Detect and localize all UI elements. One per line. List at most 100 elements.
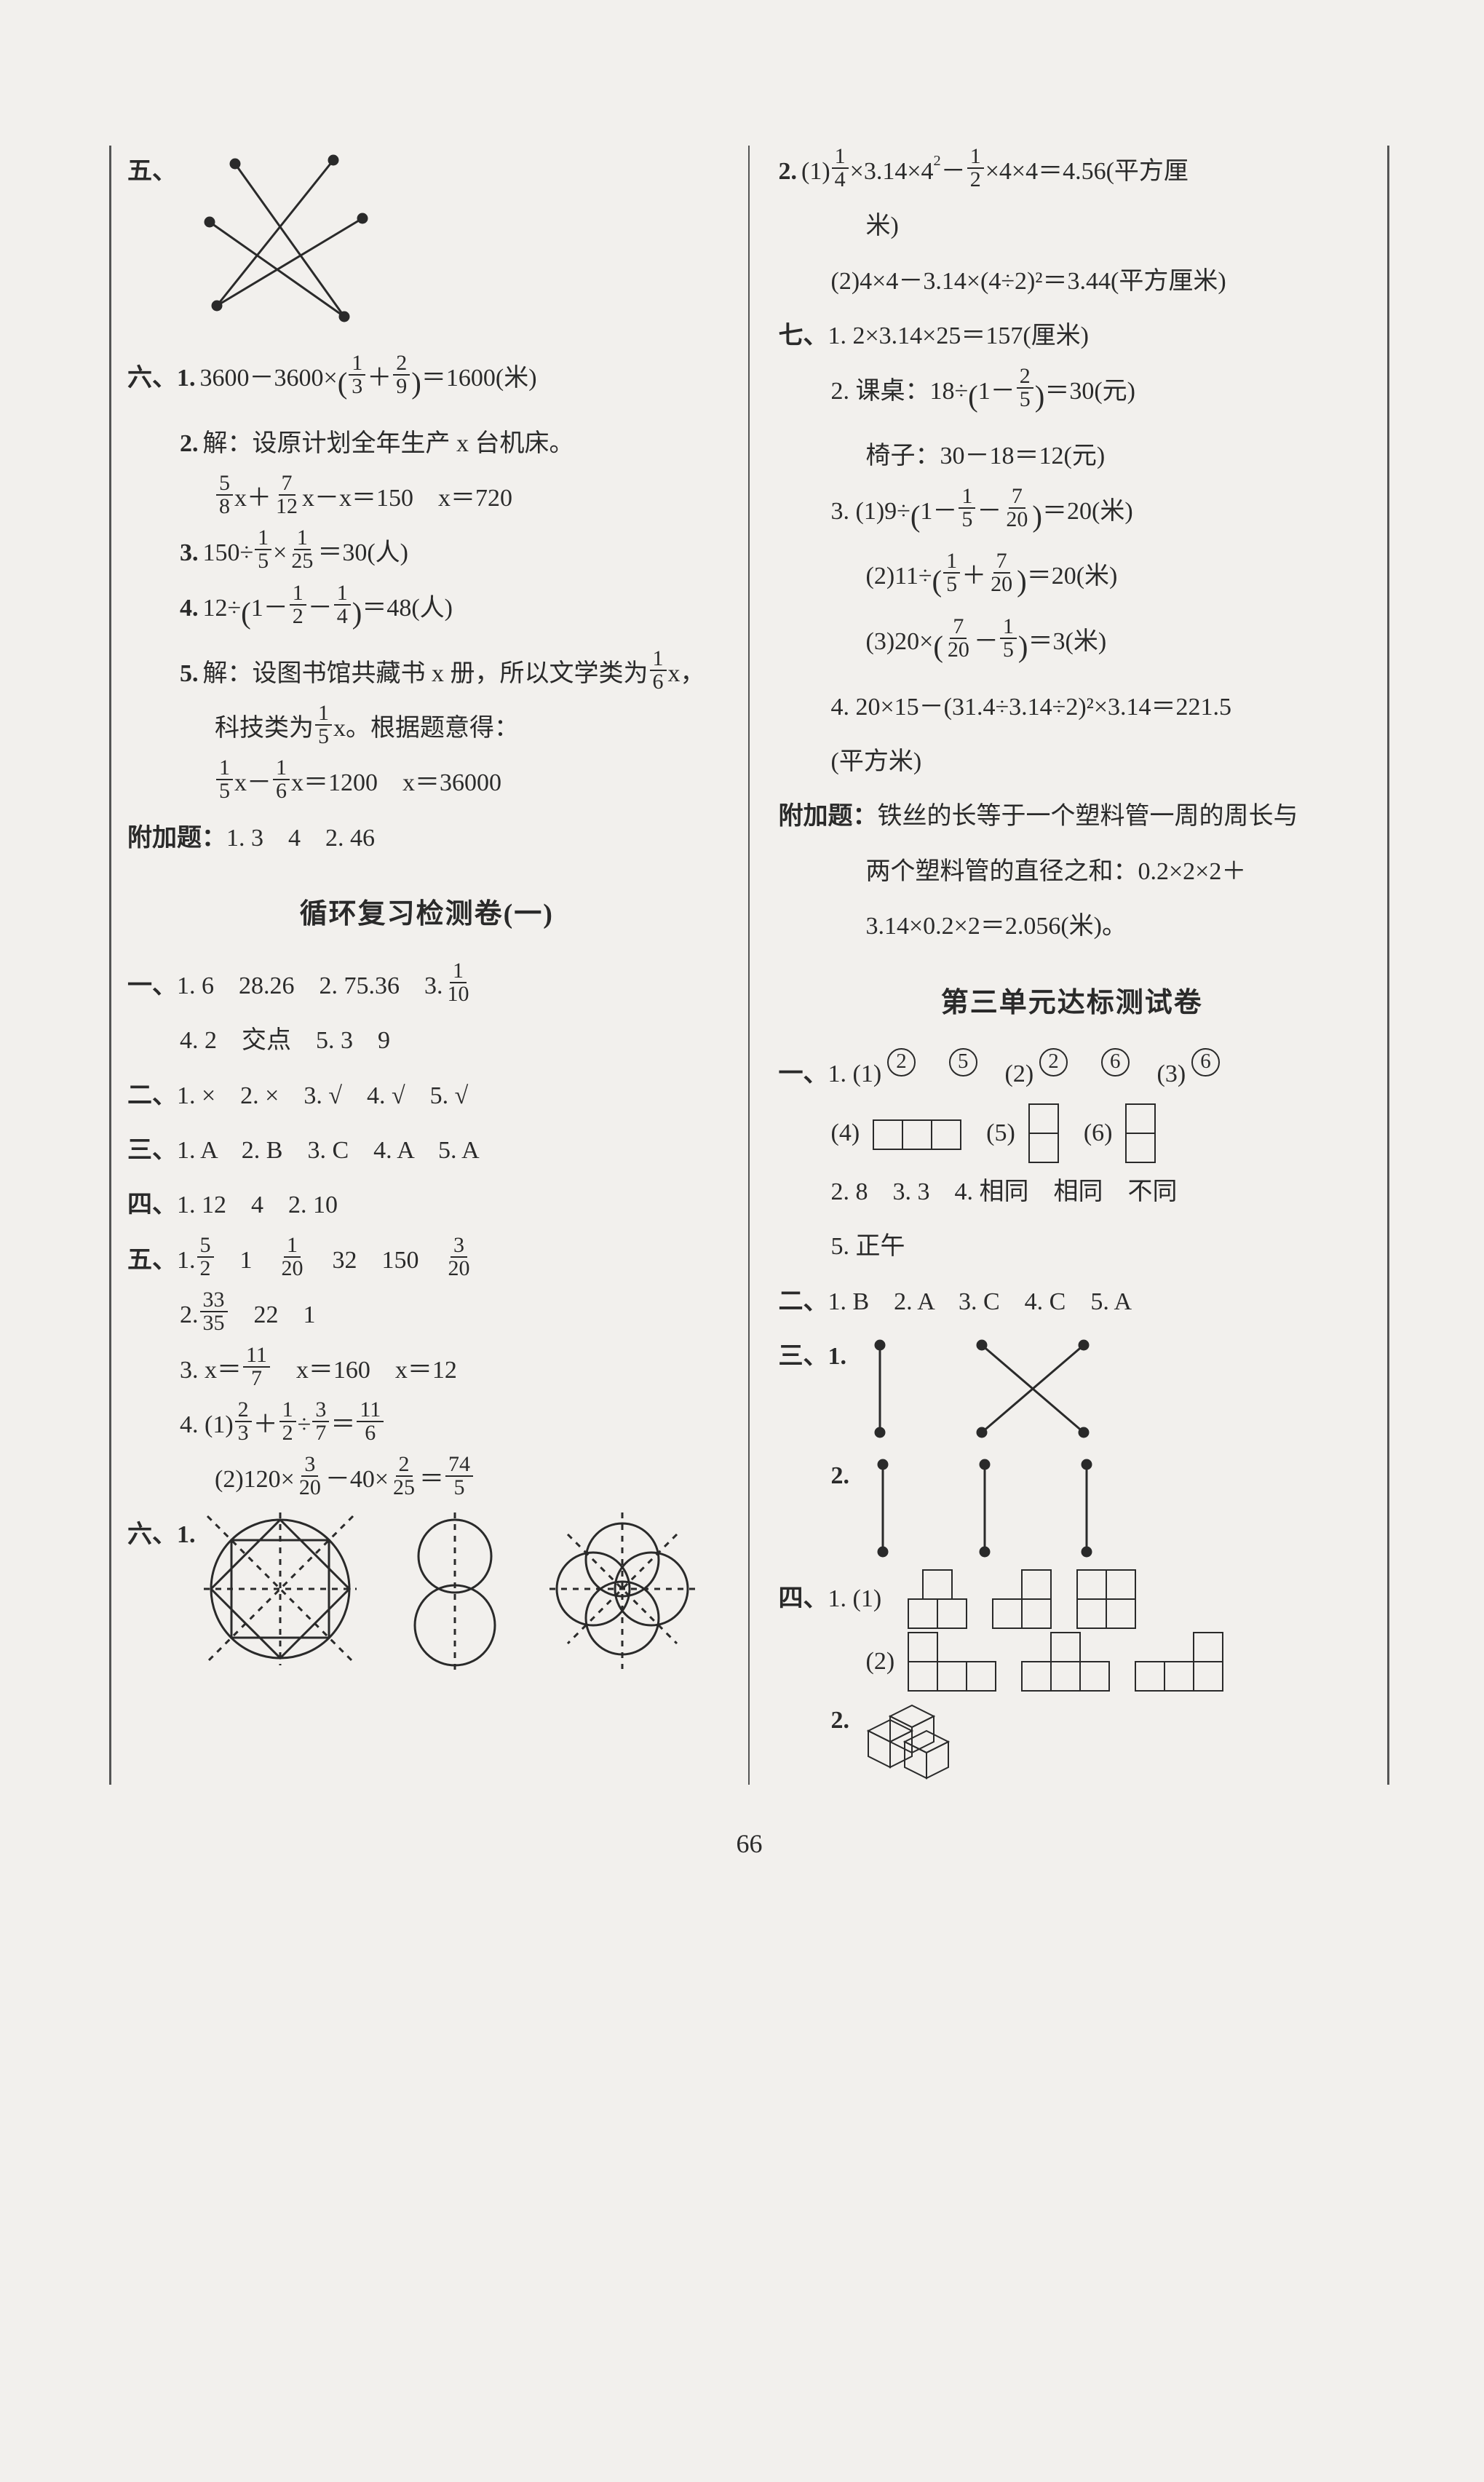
q-number: 1.	[177, 1509, 196, 1561]
c-sec4-1b: (2)	[779, 1632, 1366, 1692]
sec6-q1: 六、 1. 3600－3600× ( 13 ＋ 29 ) ＝1600(米)	[127, 352, 726, 415]
text: 1. (1)	[828, 1048, 882, 1100]
frac: 58	[216, 472, 233, 518]
q-number: 2.	[779, 146, 798, 197]
frac: 720	[988, 550, 1015, 595]
q-number: 2.	[831, 1450, 850, 1502]
extra-label: 附加题：	[779, 790, 878, 842]
rparen: )	[1035, 365, 1045, 428]
sec-label: 三、	[779, 1331, 828, 1382]
text: 米)	[866, 200, 899, 252]
q-number: 3.	[180, 527, 199, 579]
sec7-q4: 4. 20×15－(31.4÷3.14÷2)²×3.14＝221.5	[779, 681, 1366, 733]
text: 1－	[251, 582, 288, 634]
b-sec1-l1: 一、 1. 6 28.26 2. 75.36 3. 110	[127, 960, 726, 1012]
text: －	[308, 582, 333, 634]
lparen: (	[910, 485, 921, 548]
frac: 15	[315, 702, 332, 748]
circled-number: 6	[1101, 1048, 1130, 1077]
text: (4)	[831, 1107, 860, 1159]
rparen: )	[411, 352, 421, 415]
frac: 14	[334, 582, 351, 627]
sec-label: 四、	[779, 1573, 828, 1625]
text: 1. (1)	[828, 1573, 882, 1625]
frac: 14	[832, 146, 849, 191]
sec-label: 四、	[127, 1179, 177, 1231]
text: (平方米)	[831, 736, 922, 788]
text: 椅子：30－18＝12(元)	[866, 430, 1106, 482]
rparen: )	[352, 582, 362, 645]
q-number: 5.	[180, 648, 199, 699]
text: 22 1	[229, 1289, 316, 1341]
c-sec1-l4: 5. 正午	[779, 1221, 1366, 1272]
left-column: 五、 六、 1. 3600－3600× (	[109, 146, 750, 1785]
sec7-q3: 3. (1)9÷ ( 1－ 15 － 720 ) ＝20(米)	[779, 485, 1366, 548]
frac: 712	[273, 472, 301, 518]
text: 1. B 2. A 3. C 4. C 5. A	[828, 1276, 1132, 1328]
sec6-q4: 4. 12÷ ( 1－ 12 － 14 ) ＝48(人)	[127, 582, 726, 645]
frac: 13	[349, 352, 365, 397]
text: x＝160 x＝12	[271, 1344, 457, 1396]
frac: 117	[243, 1344, 270, 1389]
lparen: (	[968, 365, 978, 428]
sec-label: 一、	[127, 960, 177, 1012]
extra-row: 附加题： 1. 3 4 2. 46	[127, 812, 726, 864]
text: 4. 2 交点 5. 3 9	[180, 1015, 390, 1066]
text: 5. 正午	[831, 1221, 905, 1272]
text: 1. × 2. × 3. √ 4. √ 5. √	[177, 1070, 468, 1122]
sec5-diagram	[177, 146, 395, 349]
text: 4. (1)	[180, 1399, 234, 1451]
text: ＝3(米)	[1028, 616, 1107, 667]
q1-text-a: 3600－3600×	[200, 352, 338, 404]
shape-l3	[1135, 1632, 1222, 1692]
q-number: 2.	[180, 418, 199, 469]
b-sec3: 三、 1. A 2. B 3. C 4. A 5. A	[127, 1125, 726, 1176]
c-sec3-diag2	[854, 1450, 1159, 1566]
frac: 52	[197, 1234, 214, 1280]
rparen: )	[1017, 550, 1027, 613]
text: 12÷	[203, 582, 242, 634]
rparen: )	[1032, 485, 1042, 548]
sup: 2	[934, 146, 941, 177]
page-number: 66	[109, 1828, 1389, 1859]
lparen: (	[933, 616, 943, 678]
frac: 23	[235, 1399, 252, 1444]
circled-number: 5	[949, 1048, 977, 1077]
text: ＝20(米)	[1042, 485, 1133, 537]
frac: 320	[445, 1234, 473, 1280]
circled-number: 2	[1039, 1048, 1068, 1077]
text: 1. 2×3.14×25＝157(厘米)	[828, 310, 1090, 362]
q-number: 1.	[828, 1331, 847, 1382]
text: (5)	[986, 1107, 1015, 1159]
text: ＝48(人)	[362, 582, 453, 634]
frac: 15	[943, 550, 960, 595]
frac: 3335	[200, 1289, 228, 1334]
frac: 116	[357, 1399, 384, 1444]
b-sec5-r1: 五、 1. 52 1 120 32 150 320	[127, 1234, 726, 1286]
frac: 720	[945, 616, 972, 661]
text: －40×	[325, 1454, 389, 1505]
text: x＋	[234, 472, 271, 524]
shape-l2	[908, 1632, 995, 1692]
circled-number: 6	[1191, 1048, 1220, 1077]
q-number: 4.	[180, 582, 199, 634]
content-columns: 五、 六、 1. 3600－3600× (	[109, 146, 1389, 1785]
sec7-q2b: 椅子：30－18＝12(元)	[779, 430, 1366, 482]
text: (6)	[1084, 1107, 1113, 1159]
sec-label: 六、	[127, 1509, 177, 1561]
extra-text: 1. 3 4 2. 46	[226, 812, 375, 864]
b-sec2: 二、 1. × 2. × 3. √ 4. √ 5. √	[127, 1070, 726, 1122]
b-sec6: 六、 1.	[127, 1509, 726, 1669]
text: (2)120×	[215, 1454, 295, 1505]
text: x。根据题意得：	[333, 702, 519, 754]
text: 1－	[920, 485, 957, 537]
text: ×	[273, 527, 287, 579]
frac: 25	[1017, 365, 1033, 411]
text: ＝	[330, 1399, 355, 1451]
sec6-q5-l1: 5. 解：设图书馆共藏书 x 册，所以文学类为 16 x，	[127, 648, 726, 699]
b-sec5-r2: 2. 3335 22 1	[127, 1289, 726, 1341]
frac: 37	[312, 1399, 329, 1444]
plus: ＋	[367, 352, 392, 404]
sec-label: 二、	[779, 1276, 828, 1328]
frac: 110	[445, 960, 472, 1005]
